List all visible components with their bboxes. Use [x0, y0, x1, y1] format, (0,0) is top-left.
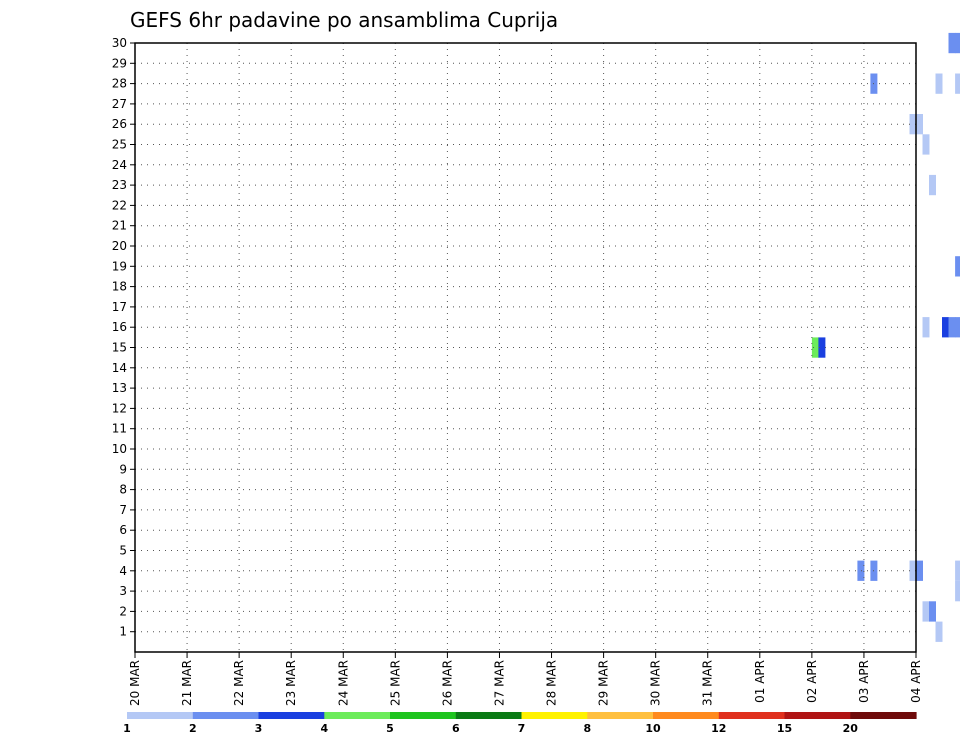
- y-tick-label: 1: [119, 625, 127, 639]
- y-tick-label: 7: [119, 503, 127, 517]
- heatmap-cell-88: [857, 560, 865, 581]
- heatmap-cell-101: [922, 601, 930, 622]
- legend-label: 8: [583, 722, 591, 735]
- y-tick-label: 25: [112, 138, 127, 152]
- y-tick-label: 18: [112, 280, 127, 294]
- legend-swatch-10: [653, 712, 720, 719]
- heatmap-cell-48: [818, 337, 826, 358]
- y-tick-label: 11: [112, 422, 127, 436]
- heatmap-cell-5: [955, 73, 960, 94]
- x-tick-label: 25 MAR: [388, 660, 402, 706]
- legend-label: 5: [386, 722, 394, 735]
- y-tick-label: 9: [119, 462, 127, 476]
- x-tick-label: 04 APR: [909, 660, 923, 703]
- legend-swatch-1: [127, 712, 194, 719]
- cells-layer: [811, 32, 960, 642]
- y-tick-label: 30: [112, 36, 127, 50]
- legend-swatch-5: [390, 712, 457, 719]
- y-tick-label: 8: [119, 483, 127, 497]
- heatmap-cell-1: [955, 32, 960, 54]
- heatmap-cell-32: [955, 256, 960, 277]
- legend-swatch-15: [784, 712, 851, 719]
- y-tick-label: 21: [112, 219, 127, 233]
- y-tick-label: 4: [119, 564, 127, 578]
- y-tick-label: 23: [112, 178, 127, 192]
- heatmap-cell-41: [942, 317, 949, 338]
- y-tick-label: 2: [119, 604, 127, 618]
- legend-label: 15: [777, 722, 792, 735]
- heatmap-cell-4: [935, 73, 943, 94]
- legend-swatch-6: [455, 712, 523, 719]
- y-tick-label: 6: [119, 523, 127, 537]
- legend-swatch-7: [521, 712, 588, 719]
- heatmap-cell-25: [929, 174, 936, 196]
- heatmap-cell-0: [948, 32, 956, 54]
- chart-title: GEFS 6hr padavine po ansamblima Cuprija: [130, 8, 558, 32]
- x-tick-label: 23 MAR: [284, 660, 298, 706]
- y-tick-label: 3: [119, 584, 127, 598]
- x-tick-label: 21 MAR: [180, 660, 194, 706]
- legend-label: 12: [711, 722, 726, 735]
- y-tick-label: 12: [112, 401, 127, 415]
- x-tick-label: 27 MAR: [492, 660, 506, 706]
- y-tick-label: 19: [112, 259, 127, 273]
- legend-swatch-2: [192, 712, 260, 719]
- heatmap-cell-92: [955, 560, 960, 581]
- heatmap-cell-91: [916, 560, 923, 581]
- y-tick-label: 29: [112, 56, 127, 70]
- heatmap-cell-42: [948, 317, 956, 338]
- y-tick-label: 13: [112, 381, 127, 395]
- heatmap-cell-102: [929, 601, 936, 622]
- legend-swatch-4: [324, 712, 391, 719]
- x-tick-label: 31 MAR: [701, 660, 715, 706]
- legend-swatch-8: [587, 712, 654, 719]
- y-tick-label: 20: [112, 239, 127, 253]
- y-tick-label: 24: [112, 158, 127, 172]
- legend-label: 20: [843, 722, 859, 735]
- legend-label: 6: [452, 722, 460, 735]
- y-tick-label: 5: [119, 544, 127, 558]
- legend-swatch-12: [718, 712, 786, 719]
- x-tick-label: 24 MAR: [336, 660, 350, 706]
- heatmap-cell-19: [922, 134, 930, 155]
- heatmap-cell-47: [811, 337, 819, 358]
- legend-label: 2: [189, 722, 197, 735]
- x-tick-label: 01 APR: [753, 660, 767, 703]
- x-tick-label: 20 MAR: [128, 660, 142, 706]
- y-tick-label: 28: [112, 77, 127, 91]
- y-tick-label: 22: [112, 198, 127, 212]
- legend-label: 4: [320, 722, 328, 735]
- y-tick-label: 17: [112, 300, 127, 314]
- x-tick-label: 30 MAR: [649, 660, 663, 706]
- y-tick-label: 26: [112, 117, 127, 131]
- x-tick-label: 03 APR: [857, 660, 871, 703]
- axes-layer: 1234567891011121314151617181920212223242…: [112, 36, 923, 706]
- heatmap-cell-43: [955, 317, 960, 338]
- legend-label: 3: [255, 722, 263, 735]
- legend-label: 1: [123, 722, 131, 735]
- legend-label: 10: [645, 722, 661, 735]
- y-tick-label: 14: [112, 361, 127, 375]
- heatmap-cell-12: [916, 114, 923, 135]
- x-tick-label: 26 MAR: [440, 660, 454, 706]
- legend: 1 2 3 4 5 6 7 8 10 12 15 20: [123, 712, 917, 735]
- heatmap-cell-98: [955, 581, 960, 602]
- x-tick-label: 28 MAR: [545, 660, 559, 706]
- heatmap-cell-90: [909, 560, 917, 581]
- legend-swatch-3: [258, 712, 325, 719]
- heatmap-cell-11: [909, 114, 917, 135]
- legend-label: 7: [518, 722, 526, 735]
- x-tick-label: 02 APR: [805, 660, 819, 703]
- y-tick-label: 10: [112, 442, 127, 456]
- legend-swatch-20: [850, 712, 917, 719]
- grid-layer: [135, 43, 916, 652]
- heatmap-cell-112: [935, 621, 943, 642]
- x-tick-label: 29 MAR: [597, 660, 611, 706]
- x-tick-label: 22 MAR: [232, 660, 246, 706]
- heatmap-cell-40: [922, 317, 930, 338]
- y-tick-label: 15: [112, 341, 127, 355]
- y-tick-label: 27: [112, 97, 127, 111]
- y-tick-label: 16: [112, 320, 127, 334]
